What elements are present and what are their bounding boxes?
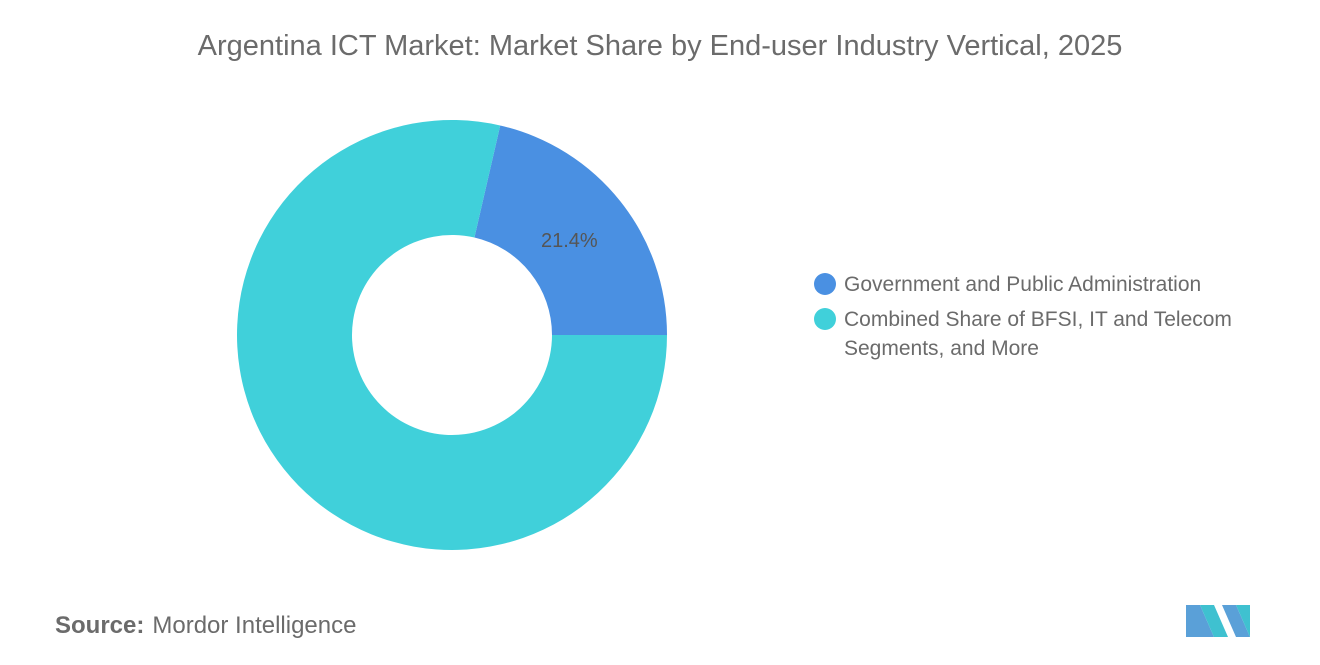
legend-label: Combined Share of BFSI, IT and Telecom S… (844, 308, 1232, 360)
source-text: Mordor Intelligence (152, 612, 357, 639)
data-label: 21.4% (541, 230, 598, 252)
chart-title: Argentina ICT Market: Market Share by En… (197, 30, 1123, 62)
source-label: Source: (55, 612, 145, 639)
legend-item: Government and Public Administration (814, 270, 1274, 299)
slice (474, 125, 667, 336)
slice (236, 119, 667, 550)
legend-swatch (814, 308, 836, 330)
logo (1186, 605, 1250, 637)
legend-label: Government and Public Administration (844, 273, 1202, 296)
legend: Government and Public Administration Comb… (814, 270, 1274, 369)
source: Source: Mordor Intelligence (55, 612, 356, 640)
legend-item: Combined Share of BFSI, IT and Telecom S… (814, 305, 1274, 363)
legend-swatch (814, 273, 836, 295)
